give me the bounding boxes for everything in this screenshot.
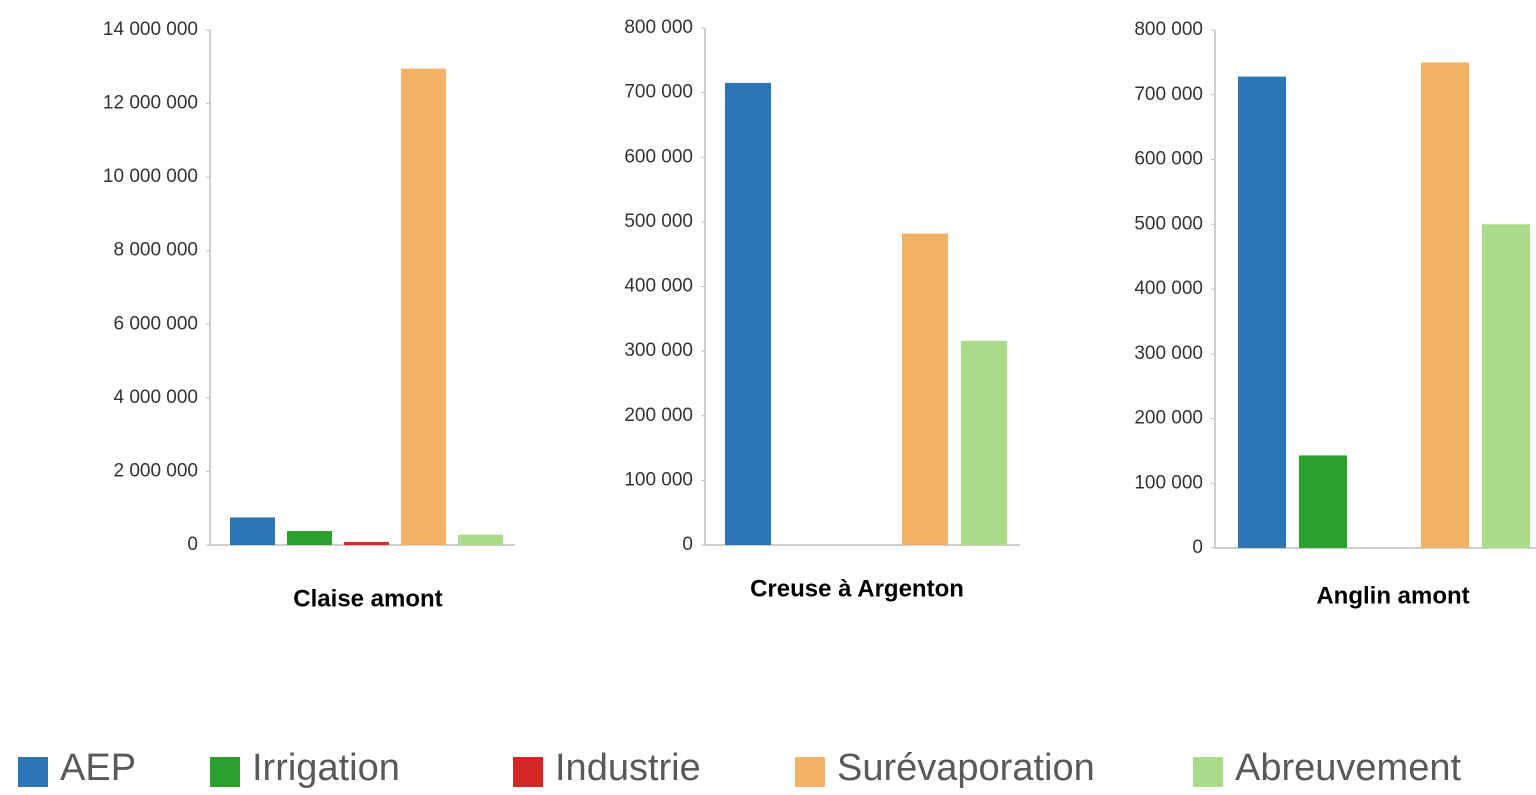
y-tick-label: 700 000 xyxy=(624,82,693,103)
chart-title: Creuse à Argenton xyxy=(750,575,964,602)
y-tick-label: 800 000 xyxy=(624,17,693,38)
bar xyxy=(344,542,389,545)
bar xyxy=(287,531,332,545)
y-tick-label: 6 000 000 xyxy=(113,313,198,334)
y-tick-label: 500 000 xyxy=(1134,213,1203,234)
bar xyxy=(230,517,275,545)
legend-swatch xyxy=(513,757,543,787)
bar xyxy=(1238,76,1286,549)
legend-label: AEP xyxy=(60,747,136,789)
y-tick-label: 100 000 xyxy=(1134,472,1203,493)
bar xyxy=(725,82,771,546)
bar xyxy=(1421,62,1469,548)
y-tick-label: 0 xyxy=(187,534,198,555)
y-tick-label: 200 000 xyxy=(1134,408,1203,429)
y-tick-label: 300 000 xyxy=(1134,343,1203,364)
legend-label: Industrie xyxy=(555,747,701,789)
y-tick-label: 10 000 000 xyxy=(103,166,198,187)
y-tick-label: 4 000 000 xyxy=(113,387,198,408)
legend-swatch xyxy=(210,757,240,787)
bar xyxy=(961,340,1007,545)
bar xyxy=(1482,224,1530,548)
y-tick-label: 8 000 000 xyxy=(113,240,198,261)
y-tick-label: 400 000 xyxy=(624,276,693,297)
y-tick-label: 400 000 xyxy=(1134,278,1203,299)
legend-swatch xyxy=(18,757,48,787)
y-tick-label: 100 000 xyxy=(624,469,693,490)
y-tick-label: 600 000 xyxy=(1134,149,1203,170)
y-tick-label: 200 000 xyxy=(624,405,693,426)
y-tick-label: 800 000 xyxy=(1134,19,1203,40)
y-tick-label: 2 000 000 xyxy=(113,460,198,481)
y-tick-label: 500 000 xyxy=(624,211,693,232)
legend-label: Surévaporation xyxy=(837,747,1095,789)
y-tick-label: 12 000 000 xyxy=(103,93,198,114)
y-tick-label: 300 000 xyxy=(624,340,693,361)
bar xyxy=(401,68,446,545)
legend-label: Abreuvement xyxy=(1235,747,1461,789)
y-tick-label: 0 xyxy=(1192,537,1203,558)
bar xyxy=(1299,455,1347,548)
y-tick-label: 700 000 xyxy=(1134,84,1203,105)
y-tick-label: 0 xyxy=(682,534,693,555)
chart-title: Claise amont xyxy=(293,585,442,612)
bar xyxy=(902,233,948,545)
y-tick-label: 600 000 xyxy=(624,146,693,167)
legend-swatch xyxy=(795,757,825,787)
chart-title: Anglin amont xyxy=(1316,582,1469,609)
legend-label: Irrigation xyxy=(252,747,400,789)
y-tick-label: 14 000 000 xyxy=(103,19,198,40)
bar xyxy=(458,534,503,545)
legend-swatch xyxy=(1193,757,1223,787)
